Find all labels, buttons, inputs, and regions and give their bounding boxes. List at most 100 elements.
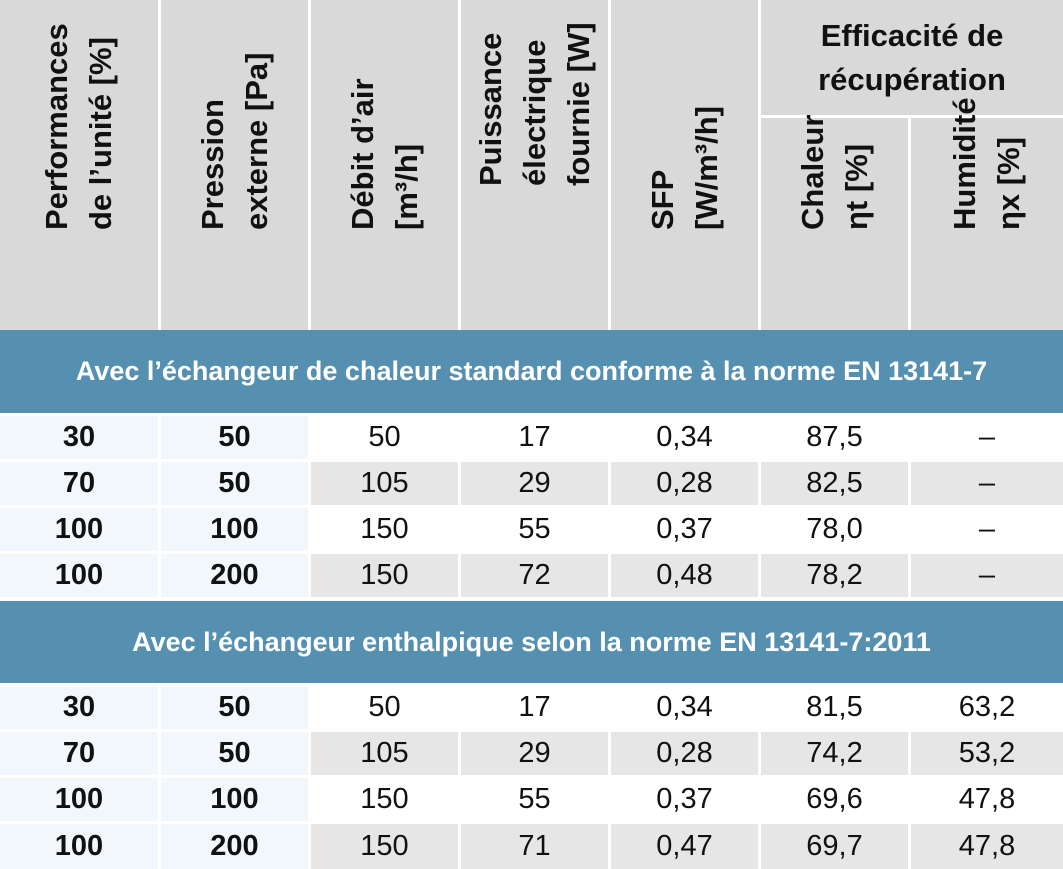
table-cell: – — [911, 554, 1063, 597]
header-sfp: SFP [W/m³/h] — [611, 0, 758, 330]
section-title-band: Avec l’échangeur enthalpique selon la no… — [0, 601, 1063, 683]
cell-value: 150 — [360, 783, 409, 815]
cell-value: – — [978, 513, 996, 545]
table-cell: 82,5 — [761, 462, 908, 505]
table-cell: 69,7 — [761, 824, 908, 869]
cell-value: 69,7 — [806, 830, 863, 862]
header-efficacite-label: Efficacité de récupération — [818, 14, 1006, 102]
header-humidite-line: Humidité — [947, 97, 982, 230]
header-puissance-line: électrique — [516, 39, 552, 186]
table-cell: 30 — [0, 686, 158, 729]
table-cell: 71 — [461, 824, 608, 869]
cell-value: 82,5 — [806, 467, 863, 499]
cell-value: 47,8 — [958, 830, 1016, 862]
table-cell: 30 — [0, 416, 158, 459]
table-cell: 0,28 — [611, 732, 758, 775]
header-debit-label: Débit d’air [m³/h] — [341, 78, 429, 230]
table-cell: 50 — [161, 462, 308, 505]
cell-value: 0,28 — [656, 737, 713, 769]
table-cell: 87,5 — [761, 416, 908, 459]
header-chaleur-label: Chaleur ηt [%] — [791, 115, 879, 230]
header-humidite-label: Humidité ηx [%] — [943, 97, 1031, 230]
table-cell: 70 — [0, 732, 158, 775]
cell-value: 47,8 — [958, 783, 1016, 815]
table-cell: 50 — [161, 686, 308, 729]
header-performances-line: de l’unité [%] — [83, 37, 118, 230]
cell-value: 63,2 — [958, 691, 1016, 723]
header-puissance: Puissance électrique fournie [W] — [461, 0, 608, 330]
table-cell: 29 — [461, 462, 608, 505]
cell-value: 100 — [210, 783, 259, 815]
table-cell: 70 — [0, 462, 158, 505]
table-cell: – — [911, 508, 1063, 551]
header-chaleur: Chaleur ηt [%] — [761, 115, 908, 330]
table-cell: 50 — [161, 732, 308, 775]
header-debit: Débit d’air [m³/h] — [311, 0, 458, 330]
cell-value: 17 — [518, 691, 551, 723]
cell-value: 70 — [62, 737, 96, 769]
cell-value: 53,2 — [958, 737, 1016, 769]
cell-value: 81,5 — [806, 691, 863, 723]
table-cell: 50 — [161, 416, 308, 459]
header-pression-line: externe [Pa] — [238, 52, 274, 230]
header-chaleur-line: Chaleur — [794, 114, 830, 230]
table-cell: 105 — [311, 462, 458, 505]
cell-value: 50 — [368, 421, 401, 453]
table-cell: 150 — [311, 778, 458, 821]
cell-value: 17 — [518, 421, 551, 453]
table-cell: 29 — [461, 732, 608, 775]
header-debit-line: Débit d’air — [344, 78, 380, 230]
cell-value: 200 — [210, 830, 259, 862]
cell-value: 29 — [518, 467, 551, 499]
cell-value: 100 — [210, 513, 259, 545]
table-cell: 69,6 — [761, 778, 908, 821]
header-performances-line: Performances — [39, 23, 74, 230]
header-puissance-line: fournie [W] — [560, 22, 596, 186]
table-cell: – — [911, 462, 1063, 505]
cell-value: – — [978, 421, 996, 453]
header-humidite-line: ηx [%] — [991, 137, 1026, 230]
cell-value: 74,2 — [806, 737, 863, 769]
table-cell: 0,48 — [611, 554, 758, 597]
table-cell: 150 — [311, 508, 458, 551]
cell-value: 50 — [218, 467, 251, 499]
header-efficacite: Efficacité de récupération — [761, 0, 1063, 115]
section-title: Avec l’échangeur de chaleur standard con… — [75, 356, 988, 386]
cell-value: 70 — [62, 467, 96, 499]
table-cell: 0,34 — [611, 416, 758, 459]
header-chaleur-line: ηt [%] — [838, 143, 874, 230]
cell-value: 0,28 — [656, 467, 713, 499]
table-cell: 74,2 — [761, 732, 908, 775]
cell-value: 150 — [360, 559, 409, 591]
header-efficacite-line: Efficacité de — [820, 17, 1004, 53]
table-cell: 0,34 — [611, 686, 758, 729]
table-cell: 100 — [0, 554, 158, 597]
section-title-band: Avec l’échangeur de chaleur standard con… — [0, 330, 1063, 413]
table-cell: 200 — [161, 824, 308, 869]
table-cell: 100 — [161, 778, 308, 821]
cell-value: 50 — [218, 737, 251, 769]
cell-value: 87,5 — [806, 421, 863, 453]
cell-value: 150 — [360, 830, 409, 862]
table-cell: 150 — [311, 554, 458, 597]
cell-value: 0,48 — [656, 559, 713, 591]
table-cell: – — [911, 416, 1063, 459]
header-sfp-line: SFP — [644, 169, 680, 230]
table-cell: 72 — [461, 554, 608, 597]
cell-value: 0,37 — [656, 783, 713, 815]
header-pression-label: Pression externe [Pa] — [191, 53, 279, 230]
table-cell: 55 — [461, 508, 608, 551]
table-cell: 50 — [311, 416, 458, 459]
cell-value: 105 — [360, 467, 409, 499]
cell-value: 78,2 — [806, 559, 863, 591]
table-cell: 100 — [0, 824, 158, 869]
cell-value: – — [978, 467, 996, 499]
table-cell: 55 — [461, 778, 608, 821]
table-cell: 63,2 — [911, 686, 1063, 729]
table-cell: 150 — [311, 824, 458, 869]
table-cell: 53,2 — [911, 732, 1063, 775]
header-pression: Pression externe [Pa] — [161, 0, 308, 330]
header-humidite: Humidité ηx [%] — [911, 97, 1063, 330]
cell-value: 0,34 — [656, 421, 713, 453]
